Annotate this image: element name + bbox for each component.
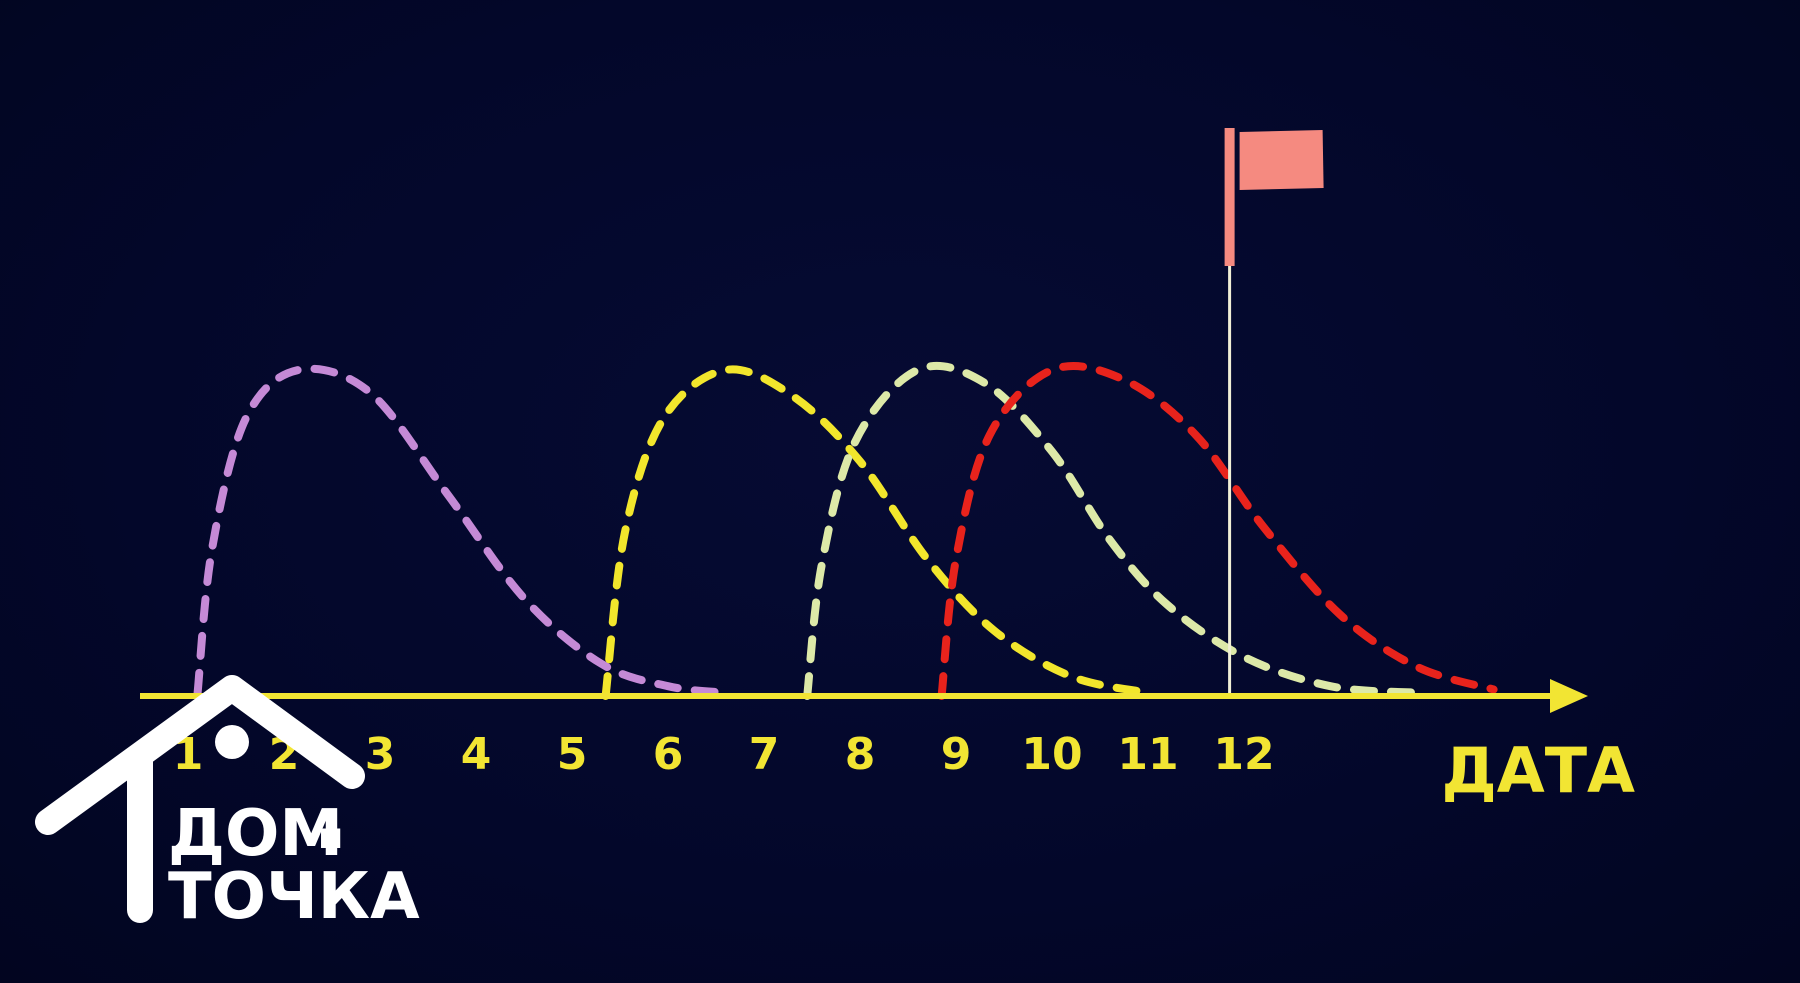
flag-pole-top [1224, 128, 1235, 266]
x-tick-label: 8 [845, 729, 876, 780]
flag-cloth [1239, 130, 1324, 190]
x-axis-group [140, 679, 1588, 713]
x-tick-label: 12 [1213, 729, 1274, 780]
x-tick-label: 10 [1021, 729, 1082, 780]
x-tick-label: 7 [749, 729, 780, 780]
x-tick-label: 6 [653, 729, 684, 780]
x-tick-label: 5 [557, 729, 588, 780]
series-line-4 [937, 362, 1498, 700]
x-axis-arrow [1550, 679, 1588, 713]
series-line-3 [803, 362, 1421, 700]
logo-text-line2: ТОЧКА [168, 860, 420, 934]
x-axis-label: ДАТА [1442, 734, 1635, 807]
series-group [193, 362, 1498, 700]
logo-text-line1: ДОМ [168, 797, 343, 871]
x-tick-label: 3 [365, 729, 396, 780]
logo-house-dot [215, 725, 249, 759]
logo-house-roof [35, 675, 365, 835]
x-tick-label: 4 [461, 729, 492, 780]
tick-labels-group: 1 2 3 4 5 6 7 8 9 10 11 12 [173, 729, 1275, 780]
x-tick-label: 9 [941, 729, 972, 780]
x-tick-label: 11 [1117, 729, 1178, 780]
logo: ДОМ и ТОЧКА [35, 675, 420, 934]
series-line-1 [193, 364, 730, 697]
flag-marker-group [1224, 128, 1324, 696]
series-line-2 [601, 365, 1152, 700]
logo-text-connector: и [318, 816, 343, 857]
